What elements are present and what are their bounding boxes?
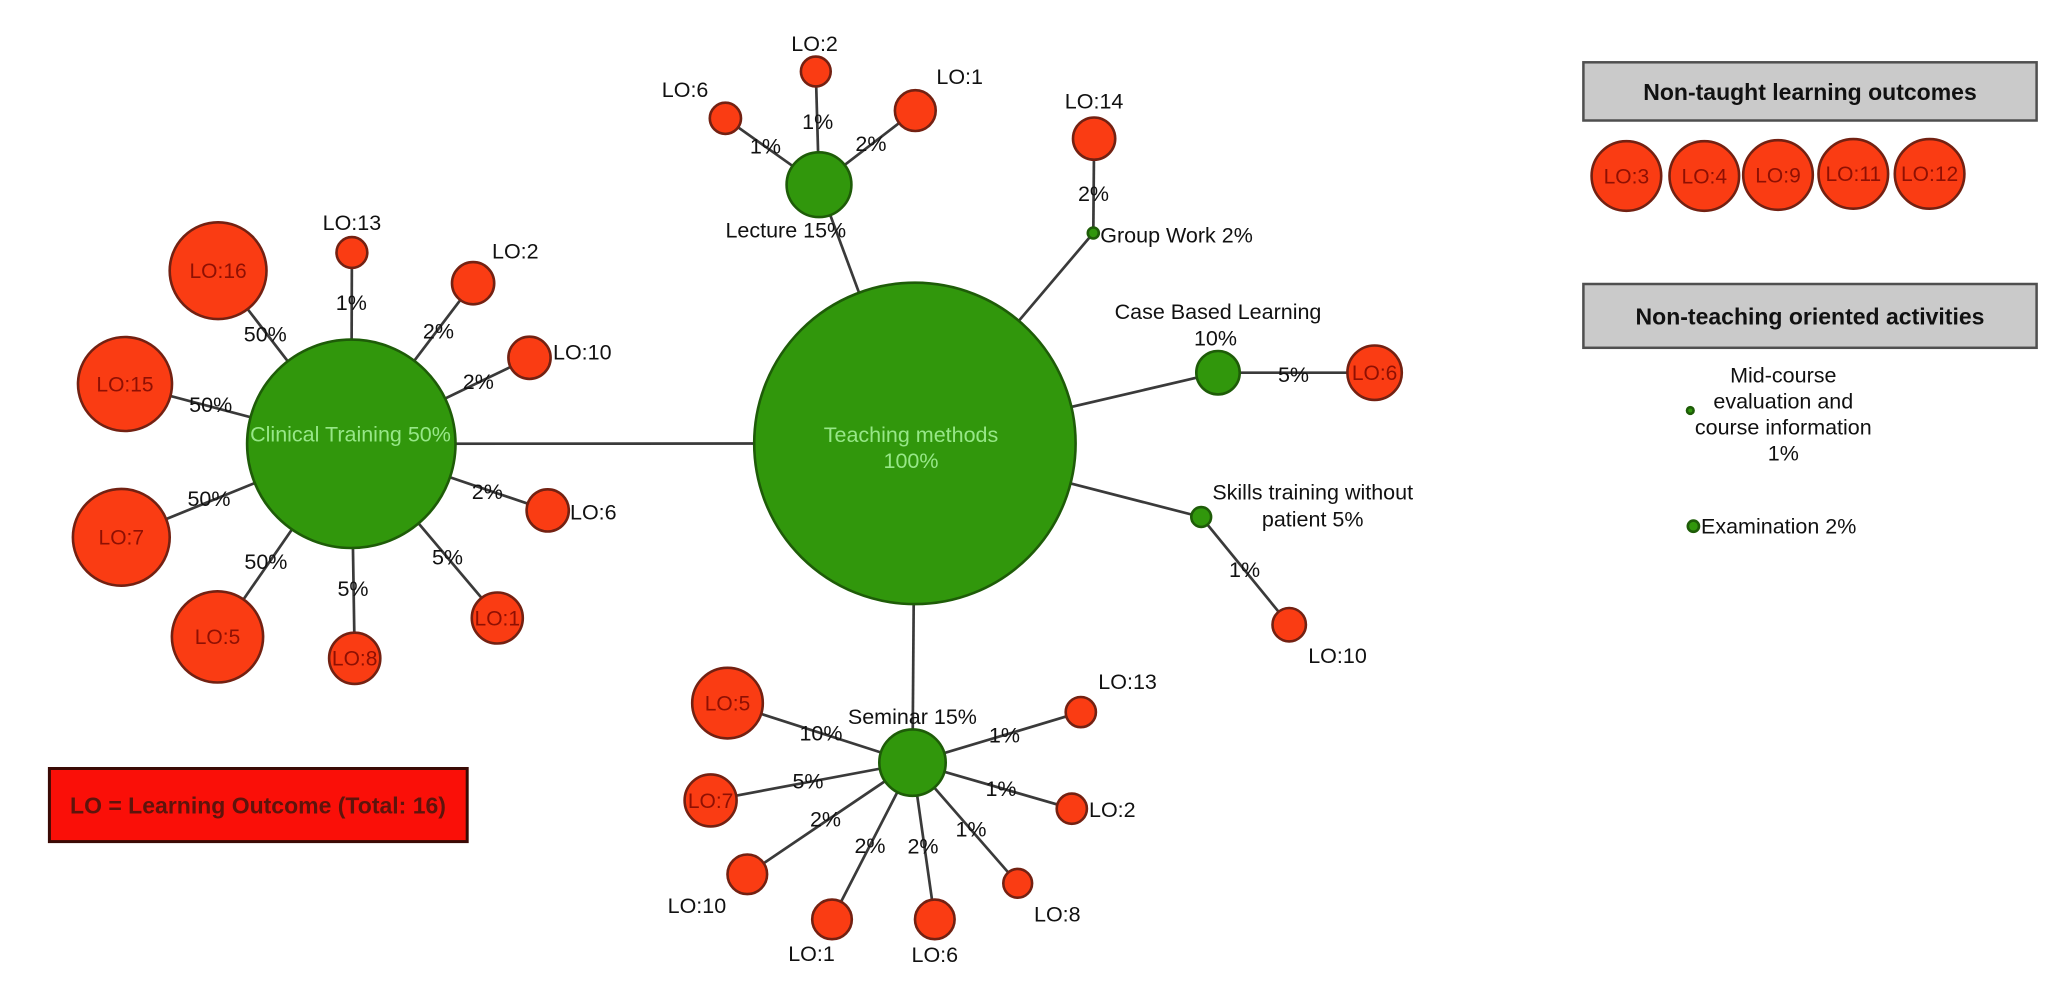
svg-text:2%: 2%: [463, 370, 494, 394]
svg-text:50%: 50%: [187, 487, 230, 511]
svg-text:Mid-course: Mid-course: [1730, 363, 1836, 387]
svg-text:Non-taught learning outcomes: Non-taught learning outcomes: [1643, 79, 1977, 105]
svg-text:LO:2: LO:2: [1089, 798, 1136, 822]
svg-text:LO:13: LO:13: [1098, 670, 1157, 694]
svg-text:50%: 50%: [189, 393, 232, 417]
svg-text:LO:1: LO:1: [936, 65, 983, 89]
svg-text:2%: 2%: [1078, 182, 1109, 206]
svg-text:LO:6: LO:6: [911, 943, 958, 967]
svg-text:LO:7: LO:7: [99, 527, 145, 550]
svg-text:1%: 1%: [1768, 441, 1799, 465]
svg-text:LO:8: LO:8: [332, 648, 378, 671]
svg-text:LO:14: LO:14: [1065, 90, 1124, 114]
svg-text:50%: 50%: [244, 322, 287, 346]
svg-text:2%: 2%: [855, 132, 886, 156]
svg-text:LO:3: LO:3: [1604, 165, 1650, 188]
svg-text:LO = Learning Outcome (Total:: LO = Learning Outcome (Total: 16): [70, 793, 446, 819]
svg-text:1%: 1%: [750, 134, 781, 158]
svg-text:patient 5%: patient 5%: [1262, 507, 1364, 531]
svg-text:10%: 10%: [799, 722, 842, 746]
svg-text:LO:10: LO:10: [668, 894, 727, 918]
svg-text:Non-teaching oriented activiti: Non-teaching oriented activities: [1636, 304, 1985, 330]
svg-text:2%: 2%: [907, 835, 938, 859]
svg-text:Case Based Learning: Case Based Learning: [1115, 300, 1322, 324]
svg-text:course information: course information: [1695, 415, 1872, 439]
svg-text:1%: 1%: [989, 723, 1020, 747]
svg-text:100%: 100%: [884, 449, 939, 473]
svg-text:LO:11: LO:11: [1825, 163, 1881, 186]
svg-text:2%: 2%: [472, 480, 503, 504]
svg-text:LO:8: LO:8: [1034, 903, 1081, 927]
svg-text:Examination 2%: Examination 2%: [1701, 515, 1856, 539]
svg-text:LO:2: LO:2: [492, 239, 539, 263]
svg-text:evaluation and: evaluation and: [1713, 389, 1853, 413]
svg-text:LO:7: LO:7: [688, 790, 734, 813]
svg-text:LO:6: LO:6: [662, 78, 709, 102]
svg-text:LO:9: LO:9: [1755, 164, 1801, 187]
svg-text:LO:12: LO:12: [1901, 163, 1958, 186]
svg-text:5%: 5%: [792, 770, 823, 794]
svg-text:LO:2: LO:2: [791, 32, 838, 56]
svg-text:Group Work 2%: Group Work 2%: [1100, 224, 1253, 248]
svg-text:1%: 1%: [336, 291, 367, 315]
svg-text:LO:1: LO:1: [788, 942, 835, 966]
svg-text:Lecture 15%: Lecture 15%: [725, 218, 846, 242]
svg-text:LO:15: LO:15: [96, 373, 153, 396]
svg-text:10%: 10%: [1194, 327, 1237, 351]
svg-text:LO:10: LO:10: [553, 341, 612, 365]
svg-text:LO:6: LO:6: [1352, 362, 1398, 385]
svg-text:1%: 1%: [955, 818, 986, 842]
svg-text:1%: 1%: [802, 110, 833, 134]
svg-text:LO:10: LO:10: [1308, 644, 1367, 668]
svg-text:LO:6: LO:6: [570, 501, 617, 525]
svg-text:50%: 50%: [244, 550, 287, 574]
svg-text:2%: 2%: [423, 320, 454, 344]
svg-text:Skills training without: Skills training without: [1212, 481, 1413, 505]
svg-text:LO:13: LO:13: [323, 211, 382, 235]
svg-text:5%: 5%: [1278, 363, 1309, 387]
svg-text:LO:5: LO:5: [705, 693, 751, 716]
svg-text:5%: 5%: [337, 577, 368, 601]
svg-text:5%: 5%: [432, 546, 463, 570]
svg-text:2%: 2%: [854, 834, 885, 858]
svg-text:LO:5: LO:5: [195, 626, 241, 649]
svg-text:Seminar 15%: Seminar 15%: [848, 705, 977, 729]
svg-text:1%: 1%: [985, 777, 1016, 801]
svg-text:LO:16: LO:16: [189, 260, 246, 283]
svg-text:Clinical Training 50%: Clinical Training 50%: [250, 423, 451, 447]
svg-text:Teaching methods: Teaching methods: [824, 423, 999, 447]
svg-text:LO:1: LO:1: [475, 607, 521, 630]
svg-text:1%: 1%: [1229, 558, 1260, 582]
svg-text:2%: 2%: [810, 808, 841, 832]
svg-text:LO:4: LO:4: [1682, 165, 1728, 188]
